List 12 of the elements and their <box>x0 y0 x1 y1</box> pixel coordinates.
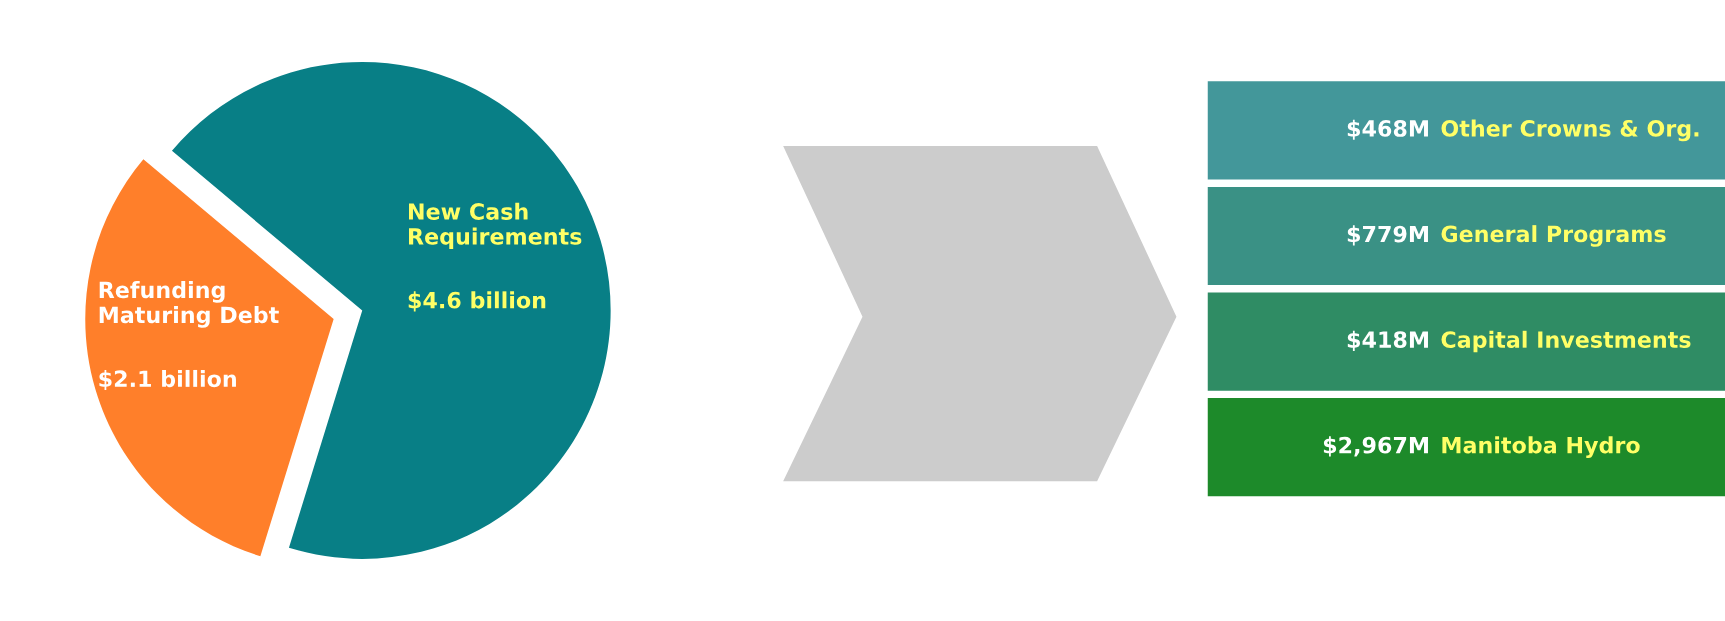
text: $779M <box>1347 225 1428 246</box>
text: $468M <box>1347 119 1428 140</box>
text: $418M <box>1347 330 1428 351</box>
category-label: Capital Investments <box>1441 330 1691 353</box>
category-label: Other Crowns & Org. <box>1441 119 1699 142</box>
slice-label: New Cash Requirements <box>409 202 582 250</box>
data-label: $2.1 billion <box>99 369 236 391</box>
category-label: Manitoba Hydro <box>1442 436 1640 458</box>
slice-label: Refunding Maturing Debt <box>99 280 279 328</box>
category-label: General Programs <box>1441 225 1666 247</box>
text: $2,967M <box>1323 436 1428 457</box>
data-label: $4.6 billion <box>408 291 546 312</box>
